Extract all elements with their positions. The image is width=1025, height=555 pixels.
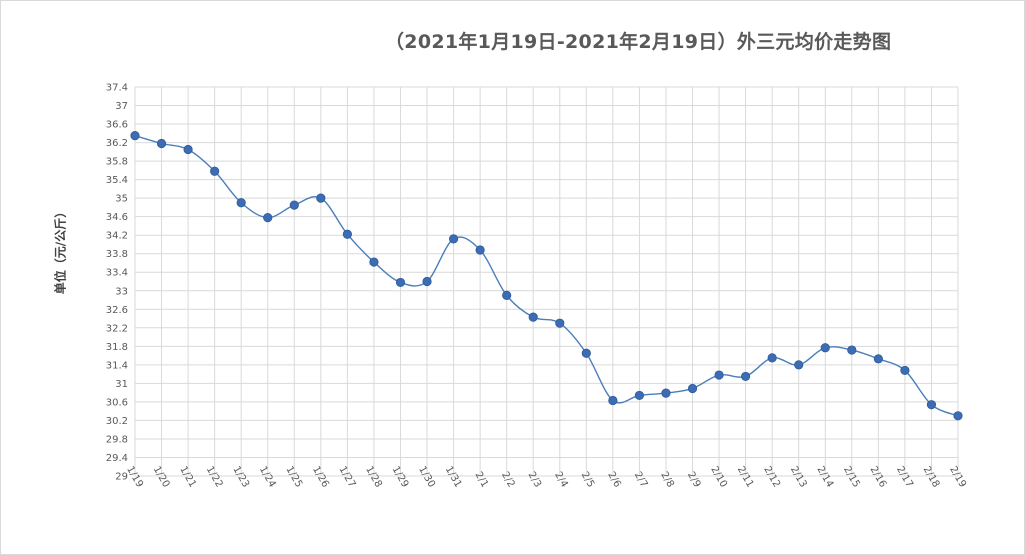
data-point-2-15	[847, 345, 857, 355]
x-tick-label: 2/3	[526, 470, 544, 489]
data-point-2-2	[502, 290, 512, 300]
y-tick-label: 37	[115, 101, 128, 112]
data-point-1-21	[183, 144, 193, 155]
x-tick-label: 1/29	[390, 465, 411, 490]
y-tick-label: 33.8	[106, 249, 128, 260]
data-point-1-25	[289, 200, 299, 210]
x-tick-label: 2/13	[788, 465, 809, 490]
y-tick-label: 29.8	[106, 434, 128, 445]
x-tick-label: 1/30	[416, 465, 437, 490]
y-tick-label: 31.4	[106, 360, 128, 371]
data-point-2-3	[528, 312, 538, 322]
x-tick-label: 2/17	[894, 465, 915, 490]
y-tick-label: 33.4	[106, 268, 128, 279]
x-tick-label: 2/1	[472, 470, 490, 489]
x-tick-label: 2/6	[605, 470, 623, 489]
y-tick-label: 35.4	[106, 175, 128, 186]
y-tick-label: 34.2	[106, 231, 128, 242]
x-tick-label: 1/22	[204, 465, 225, 490]
x-tick-label: 1/28	[363, 465, 384, 490]
y-tick-label: 30.2	[106, 416, 128, 427]
x-tick-label: 2/15	[841, 465, 862, 490]
x-tick-label: 2/12	[761, 465, 782, 490]
x-tick-label: 1/31	[443, 465, 464, 490]
grid	[134, 86, 959, 477]
x-tick-label: 1/24	[257, 465, 278, 490]
x-tick-label: 2/11	[735, 465, 756, 490]
data-point-1-31	[448, 234, 459, 244]
y-tick-label: 37.4	[106, 83, 128, 94]
data-point-1-26	[316, 193, 326, 203]
x-tick-label: 2/4	[552, 470, 570, 489]
x-tick-label: 2/14	[814, 465, 835, 490]
x-tick-label: 1/25	[283, 465, 304, 490]
y-tick-label: 32.6	[106, 305, 128, 316]
y-tick-label: 31.8	[106, 342, 128, 353]
data-point-2-4	[555, 318, 565, 328]
data-point-2-18	[926, 400, 937, 410]
data-point-1-19	[130, 131, 140, 141]
data-markers	[130, 131, 963, 421]
data-point-2-9	[687, 383, 698, 394]
data-point-1-20	[156, 138, 167, 149]
x-tick-label: 2/2	[499, 470, 517, 489]
data-point-2-14	[820, 343, 830, 353]
data-point-2-10	[714, 370, 724, 380]
x-tick-label: 2/9	[685, 470, 703, 489]
data-point-1-28	[369, 257, 379, 267]
series-line	[134, 134, 959, 417]
data-point-2-7	[634, 390, 645, 401]
x-tick-label: 1/27	[337, 465, 358, 490]
data-point-1-24	[263, 212, 273, 223]
x-tick-label: 2/10	[708, 465, 729, 490]
y-tick-label: 34.6	[106, 212, 128, 223]
data-point-1-30	[422, 276, 432, 287]
y-tick-label: 29.4	[106, 453, 128, 464]
y-tick-label: 33	[115, 286, 128, 297]
y-tick-label: 32.2	[106, 323, 128, 334]
data-point-2-17	[900, 365, 910, 376]
data-point-2-12	[767, 353, 777, 363]
data-point-2-6	[608, 395, 618, 406]
x-tick-labels: 1/19 1/20 1/21 1/22 1/23 1/24 1/25 1/26 1/27 1/28…	[124, 465, 968, 490]
x-tick-label: 2/7	[632, 470, 650, 489]
y-tick-label: 36.2	[106, 138, 128, 149]
x-tick-label: 1/26	[310, 465, 331, 490]
data-point-2-19	[953, 411, 963, 421]
y-tick-label: 29	[115, 472, 128, 483]
data-point-2-1	[475, 245, 485, 255]
x-tick-label: 2/18	[921, 465, 942, 490]
y-tick-label: 35.8	[106, 157, 128, 168]
chart-title: （2021年1月19日-2021年2月19日）外三元均价走势图	[385, 31, 892, 53]
data-point-2-11	[741, 371, 751, 382]
x-tick-label: 1/21	[177, 465, 198, 490]
x-tick-label: 2/16	[868, 465, 889, 490]
data-point-2-13	[794, 360, 804, 370]
y-tick-label: 31	[115, 379, 128, 390]
data-point-1-23	[236, 198, 246, 208]
x-tick-label: 2/8	[658, 470, 676, 489]
data-point-2-5	[581, 348, 591, 358]
data-point-1-22	[210, 166, 220, 176]
data-point-2-16	[873, 354, 883, 364]
y-tick-label: 35	[115, 194, 128, 205]
x-tick-label: 2/5	[579, 470, 597, 489]
data-point-1-29	[395, 277, 406, 288]
x-tick-label: 1/20	[151, 465, 172, 490]
y-tick-label: 30.6	[106, 397, 128, 408]
y-tick-label: 36.6	[106, 120, 128, 131]
x-tick-label: 2/19	[947, 465, 968, 490]
data-point-2-8	[661, 388, 671, 398]
data-point-1-27	[342, 229, 352, 239]
x-tick-label: 1/23	[230, 465, 251, 490]
y-tick-labels: 29 29.4 29.8 30.2 30.6 31 31.4 31.8 32.2 32.6 33 33…	[106, 83, 128, 483]
